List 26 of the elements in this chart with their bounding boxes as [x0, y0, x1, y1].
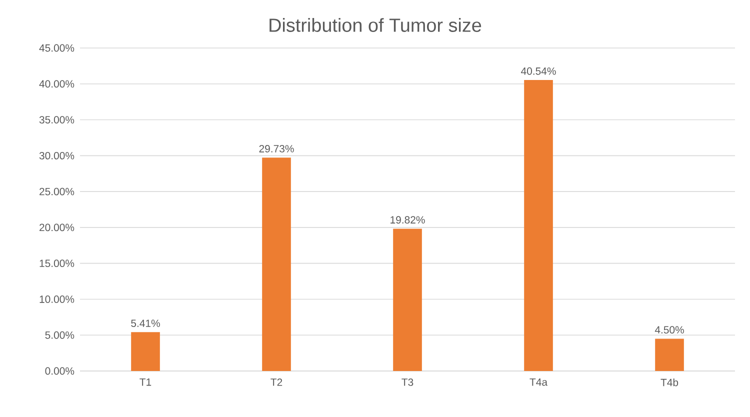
y-tick-label: 5.00% — [45, 331, 74, 339]
bar — [131, 332, 160, 371]
x-tick-label: T2 — [270, 378, 282, 386]
y-tick-label: 15.00% — [40, 260, 74, 268]
y-tick-label: 40.00% — [39, 80, 74, 88]
data-label: 4.50% — [654, 326, 684, 334]
x-tick-label: T3 — [402, 378, 414, 386]
y-tick-label: 30.00% — [39, 152, 74, 160]
data-label: 40.54% — [521, 67, 556, 75]
bar — [524, 80, 553, 371]
x-tick-label: T4a — [530, 378, 548, 386]
y-tick-label: 45.00% — [39, 44, 74, 52]
y-tick-label: 25.00% — [40, 188, 74, 196]
bar — [655, 338, 684, 371]
x-tick-label: T1 — [140, 378, 152, 386]
chart-title: Distribution of Tumor size — [270, 18, 482, 32]
y-tick-label: 10.00% — [40, 296, 74, 303]
bar — [262, 158, 291, 371]
data-label: 29.73% — [259, 145, 294, 152]
data-label: 19.82% — [390, 216, 425, 224]
y-tick-label: 35.00% — [39, 116, 74, 124]
y-tick-label: 20.00% — [40, 224, 74, 232]
bar — [393, 228, 422, 371]
data-label: 5.41% — [131, 320, 160, 327]
x-tick-label: T4b — [660, 378, 678, 386]
y-tick-label: 0.00% — [45, 367, 74, 375]
